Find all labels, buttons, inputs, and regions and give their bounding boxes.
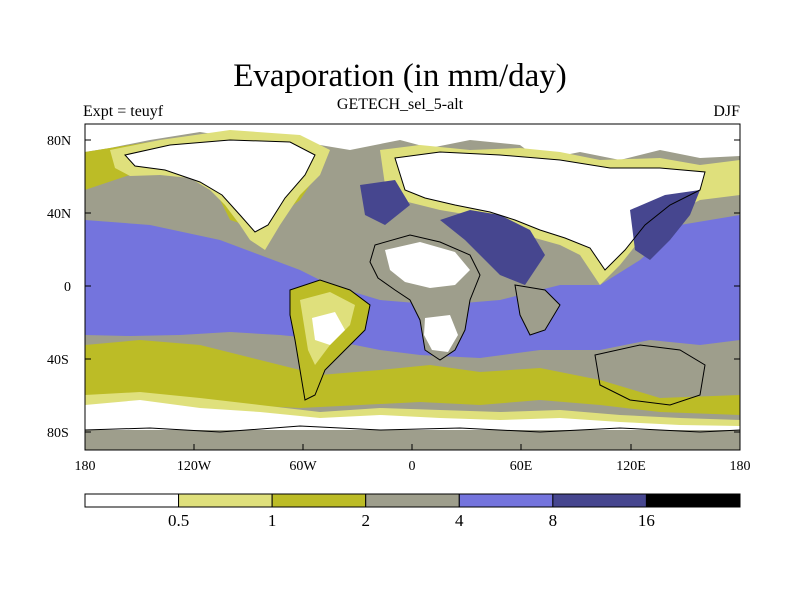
colorbar-label: 2 — [361, 511, 370, 530]
south-africa — [424, 315, 458, 352]
season-label: DJF — [713, 103, 740, 120]
tick-marks — [84, 139, 741, 450]
colorbar-swatch — [458, 493, 554, 508]
tropical-ocean — [85, 215, 740, 358]
lat-tick-label: 40S — [47, 353, 69, 368]
colorbar-label: 1 — [268, 511, 277, 530]
lat-tick-label: 80N — [47, 134, 71, 149]
colorbar-swatch — [552, 493, 647, 508]
map-field — [85, 124, 740, 450]
lat-tick-label: 0 — [64, 280, 71, 295]
antarctica — [85, 430, 740, 450]
colorbar-swatch — [178, 493, 273, 508]
lon-tick-label: 180 — [75, 459, 96, 474]
colorbar: 0.5 1 2 4 8 16 — [84, 493, 741, 530]
antarctic-coast — [85, 400, 740, 434]
np-gray — [85, 170, 260, 240]
eurasia-land — [395, 152, 705, 270]
colorbar-label: 16 — [638, 511, 655, 530]
warm-pool-atlantic — [360, 180, 410, 225]
warm-pool-east — [630, 190, 700, 260]
india — [515, 285, 560, 335]
lon-tick-label: 60W — [289, 459, 317, 474]
colorbar-swatch — [271, 493, 367, 508]
warm-pool-west — [440, 210, 545, 285]
sahara — [385, 242, 470, 288]
lon-tick-label: 60E — [510, 459, 533, 474]
colorbar-swatch — [645, 493, 741, 508]
lat-tick-label: 80S — [47, 426, 69, 441]
colorbar-label: 4 — [455, 511, 464, 530]
map-title: Evaporation (in mm/day) — [233, 58, 567, 94]
southern-yellow-band — [85, 340, 740, 415]
lon-tick-label: 120W — [177, 459, 212, 474]
lon-tick-label: 0 — [409, 459, 416, 474]
colorbar-swatch — [365, 493, 460, 508]
colorbar-swatch — [84, 493, 180, 508]
experiment-label: Expt = teuyf — [83, 103, 164, 120]
lon-tick-label: 180 — [730, 459, 751, 474]
lon-tick-label: 120E — [616, 459, 646, 474]
lat-tick-label: 40N — [47, 207, 71, 222]
colorbar-label: 0.5 — [168, 511, 189, 530]
map-subtitle: GETECH_sel_5-alt — [336, 96, 464, 113]
coastlines — [85, 139, 740, 433]
south-america-dry — [312, 312, 345, 345]
colorbar-label: 8 — [549, 511, 558, 530]
north-america-land — [125, 140, 315, 232]
